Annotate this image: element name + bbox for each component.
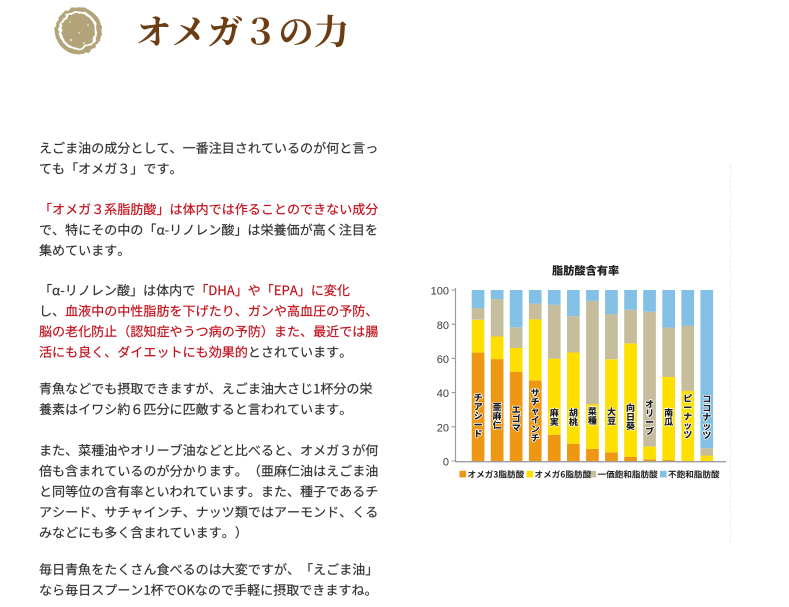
svg-text:20: 20 <box>437 422 449 434</box>
svg-text:60: 60 <box>437 354 449 366</box>
svg-text:100: 100 <box>431 286 449 298</box>
svg-text:80: 80 <box>437 320 449 332</box>
svg-text:40: 40 <box>437 388 449 400</box>
svg-text:0: 0 <box>443 457 449 469</box>
